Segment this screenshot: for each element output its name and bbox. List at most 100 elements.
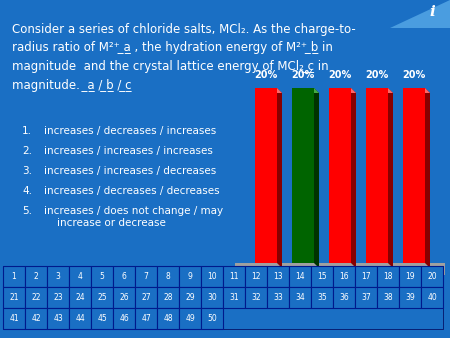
Bar <box>113 266 135 287</box>
Bar <box>421 266 443 287</box>
Text: 26: 26 <box>119 293 129 302</box>
Polygon shape <box>388 88 393 268</box>
Bar <box>3 266 443 329</box>
Text: 13: 13 <box>273 272 283 281</box>
Text: 18: 18 <box>383 272 393 281</box>
Text: 6: 6 <box>122 272 126 281</box>
Bar <box>235 263 445 275</box>
Text: 2: 2 <box>34 272 38 281</box>
Text: 20: 20 <box>427 272 437 281</box>
Polygon shape <box>292 88 319 93</box>
Bar <box>201 287 223 308</box>
Text: 44: 44 <box>75 314 85 323</box>
Text: 34: 34 <box>295 293 305 302</box>
Text: 37: 37 <box>361 293 371 302</box>
Polygon shape <box>255 88 282 93</box>
Text: 16: 16 <box>339 272 349 281</box>
Bar <box>292 88 314 263</box>
Bar <box>91 266 113 287</box>
Bar <box>135 266 157 287</box>
Bar <box>179 308 201 329</box>
Bar <box>179 287 201 308</box>
Bar <box>25 308 47 329</box>
Text: i: i <box>429 5 435 19</box>
Text: increases / decreases / decreases: increases / decreases / decreases <box>44 186 220 196</box>
Bar <box>157 308 179 329</box>
Text: 33: 33 <box>273 293 283 302</box>
Text: 29: 29 <box>185 293 195 302</box>
Bar <box>25 266 47 287</box>
Bar <box>3 287 25 308</box>
Text: 31: 31 <box>229 293 239 302</box>
Bar <box>223 266 245 287</box>
Bar <box>267 287 289 308</box>
Bar <box>201 308 223 329</box>
Bar <box>69 266 91 287</box>
Bar <box>333 266 355 287</box>
Bar <box>355 287 377 308</box>
Bar <box>329 88 351 263</box>
Polygon shape <box>314 88 319 268</box>
Bar <box>157 266 179 287</box>
Bar <box>255 88 277 263</box>
Polygon shape <box>277 88 282 268</box>
Bar <box>69 287 91 308</box>
Text: 38: 38 <box>383 293 393 302</box>
Bar <box>311 266 333 287</box>
Text: 30: 30 <box>207 293 217 302</box>
Text: 8: 8 <box>166 272 171 281</box>
Text: 1: 1 <box>12 272 16 281</box>
Text: 5.: 5. <box>22 206 32 216</box>
Text: 45: 45 <box>97 314 107 323</box>
Text: 20%: 20% <box>328 70 351 80</box>
Text: 1.: 1. <box>22 126 32 136</box>
Bar <box>3 266 25 287</box>
Text: 14: 14 <box>295 272 305 281</box>
Text: 5: 5 <box>99 272 104 281</box>
Bar <box>157 287 179 308</box>
Bar <box>135 308 157 329</box>
Text: increases / decreases / increases: increases / decreases / increases <box>44 126 216 136</box>
Bar <box>333 287 355 308</box>
Text: 15: 15 <box>317 272 327 281</box>
Bar <box>245 287 267 308</box>
Polygon shape <box>366 88 393 93</box>
Text: Consider a series of chloride salts, MCl₂. As the charge-to-
radius ratio of M²⁺: Consider a series of chloride salts, MCl… <box>12 23 356 92</box>
Text: 46: 46 <box>119 314 129 323</box>
Bar <box>399 266 421 287</box>
Text: 28: 28 <box>163 293 173 302</box>
Bar <box>403 88 425 263</box>
Bar <box>267 266 289 287</box>
Bar <box>47 287 69 308</box>
Text: 43: 43 <box>53 314 63 323</box>
Text: 3.: 3. <box>22 166 32 176</box>
Bar <box>245 266 267 287</box>
Bar <box>421 287 443 308</box>
Polygon shape <box>351 88 356 268</box>
Bar <box>223 287 245 308</box>
Bar <box>113 308 135 329</box>
Text: 42: 42 <box>31 314 41 323</box>
Text: 48: 48 <box>163 314 173 323</box>
Text: 20%: 20% <box>365 70 389 80</box>
Bar <box>69 308 91 329</box>
Polygon shape <box>403 88 430 93</box>
Text: 41: 41 <box>9 314 19 323</box>
Text: 32: 32 <box>251 293 261 302</box>
Bar <box>289 266 311 287</box>
Text: 9: 9 <box>188 272 193 281</box>
Text: 12: 12 <box>251 272 261 281</box>
Bar <box>135 287 157 308</box>
Bar <box>201 266 223 287</box>
Bar <box>91 308 113 329</box>
Text: 4.: 4. <box>22 186 32 196</box>
Text: 24: 24 <box>75 293 85 302</box>
Text: 27: 27 <box>141 293 151 302</box>
Text: 20%: 20% <box>292 70 315 80</box>
Bar <box>179 266 201 287</box>
Text: 4: 4 <box>77 272 82 281</box>
Bar <box>113 287 135 308</box>
Text: 20%: 20% <box>402 70 426 80</box>
Text: 25: 25 <box>97 293 107 302</box>
Bar <box>47 266 69 287</box>
